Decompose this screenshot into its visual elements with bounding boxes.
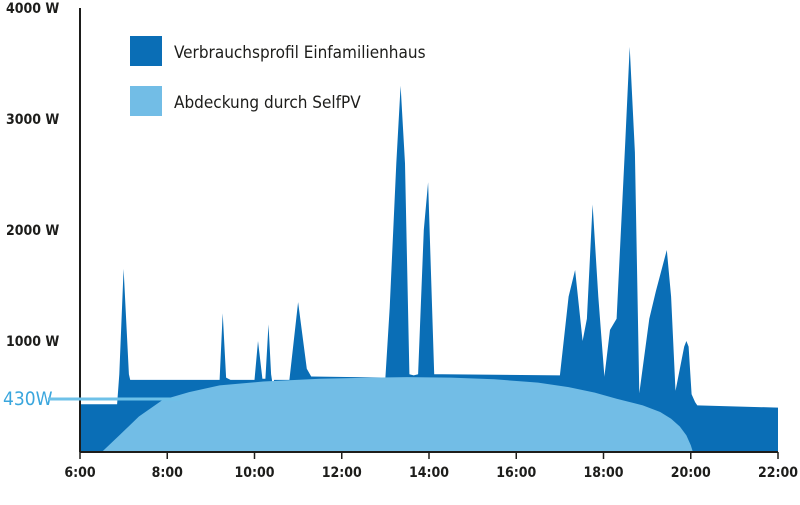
x-tick-label: 20:00 <box>671 465 711 481</box>
legend-label-coverage: Abdeckung durch SelfPV <box>174 93 361 113</box>
x-tick-label: 22:00 <box>758 465 798 481</box>
series-layer <box>80 46 778 453</box>
series-area-consumption <box>80 46 778 453</box>
legend-swatch-coverage <box>130 86 162 116</box>
baseline-callout: 430W <box>3 388 180 410</box>
legend-swatch-consumption <box>130 36 162 66</box>
y-tick-label: 3000 W <box>6 112 59 128</box>
x-tick-label: 8:00 <box>152 465 184 481</box>
x-tick-label: 6:00 <box>64 465 96 481</box>
x-tick-label: 10:00 <box>234 465 274 481</box>
legend-label-consumption: Verbrauchsprofil Einfamilienhaus <box>174 43 426 63</box>
x-tick-label: 12:00 <box>322 465 362 481</box>
series-area-coverage <box>101 377 693 452</box>
legend: Verbrauchsprofil Einfamilienhaus Abdecku… <box>130 36 426 116</box>
x-tick-label: 14:00 <box>409 465 449 481</box>
x-tick-label: 16:00 <box>496 465 536 481</box>
y-tick-label: 1000 W <box>6 334 59 350</box>
x-tick-label: 18:00 <box>583 465 623 481</box>
y-tick-label: 4000 W <box>6 1 59 17</box>
y-tick-label: 2000 W <box>6 223 59 239</box>
x-ticks-layer: 6:00 8:00 10:00 12:00 14:00 16:00 18:00 20:00 22… <box>64 452 798 481</box>
y-ticks-layer: 1000 W 2000 W 3000 W 4000 W <box>6 1 59 350</box>
baseline-callout-label: 430W <box>3 388 53 410</box>
